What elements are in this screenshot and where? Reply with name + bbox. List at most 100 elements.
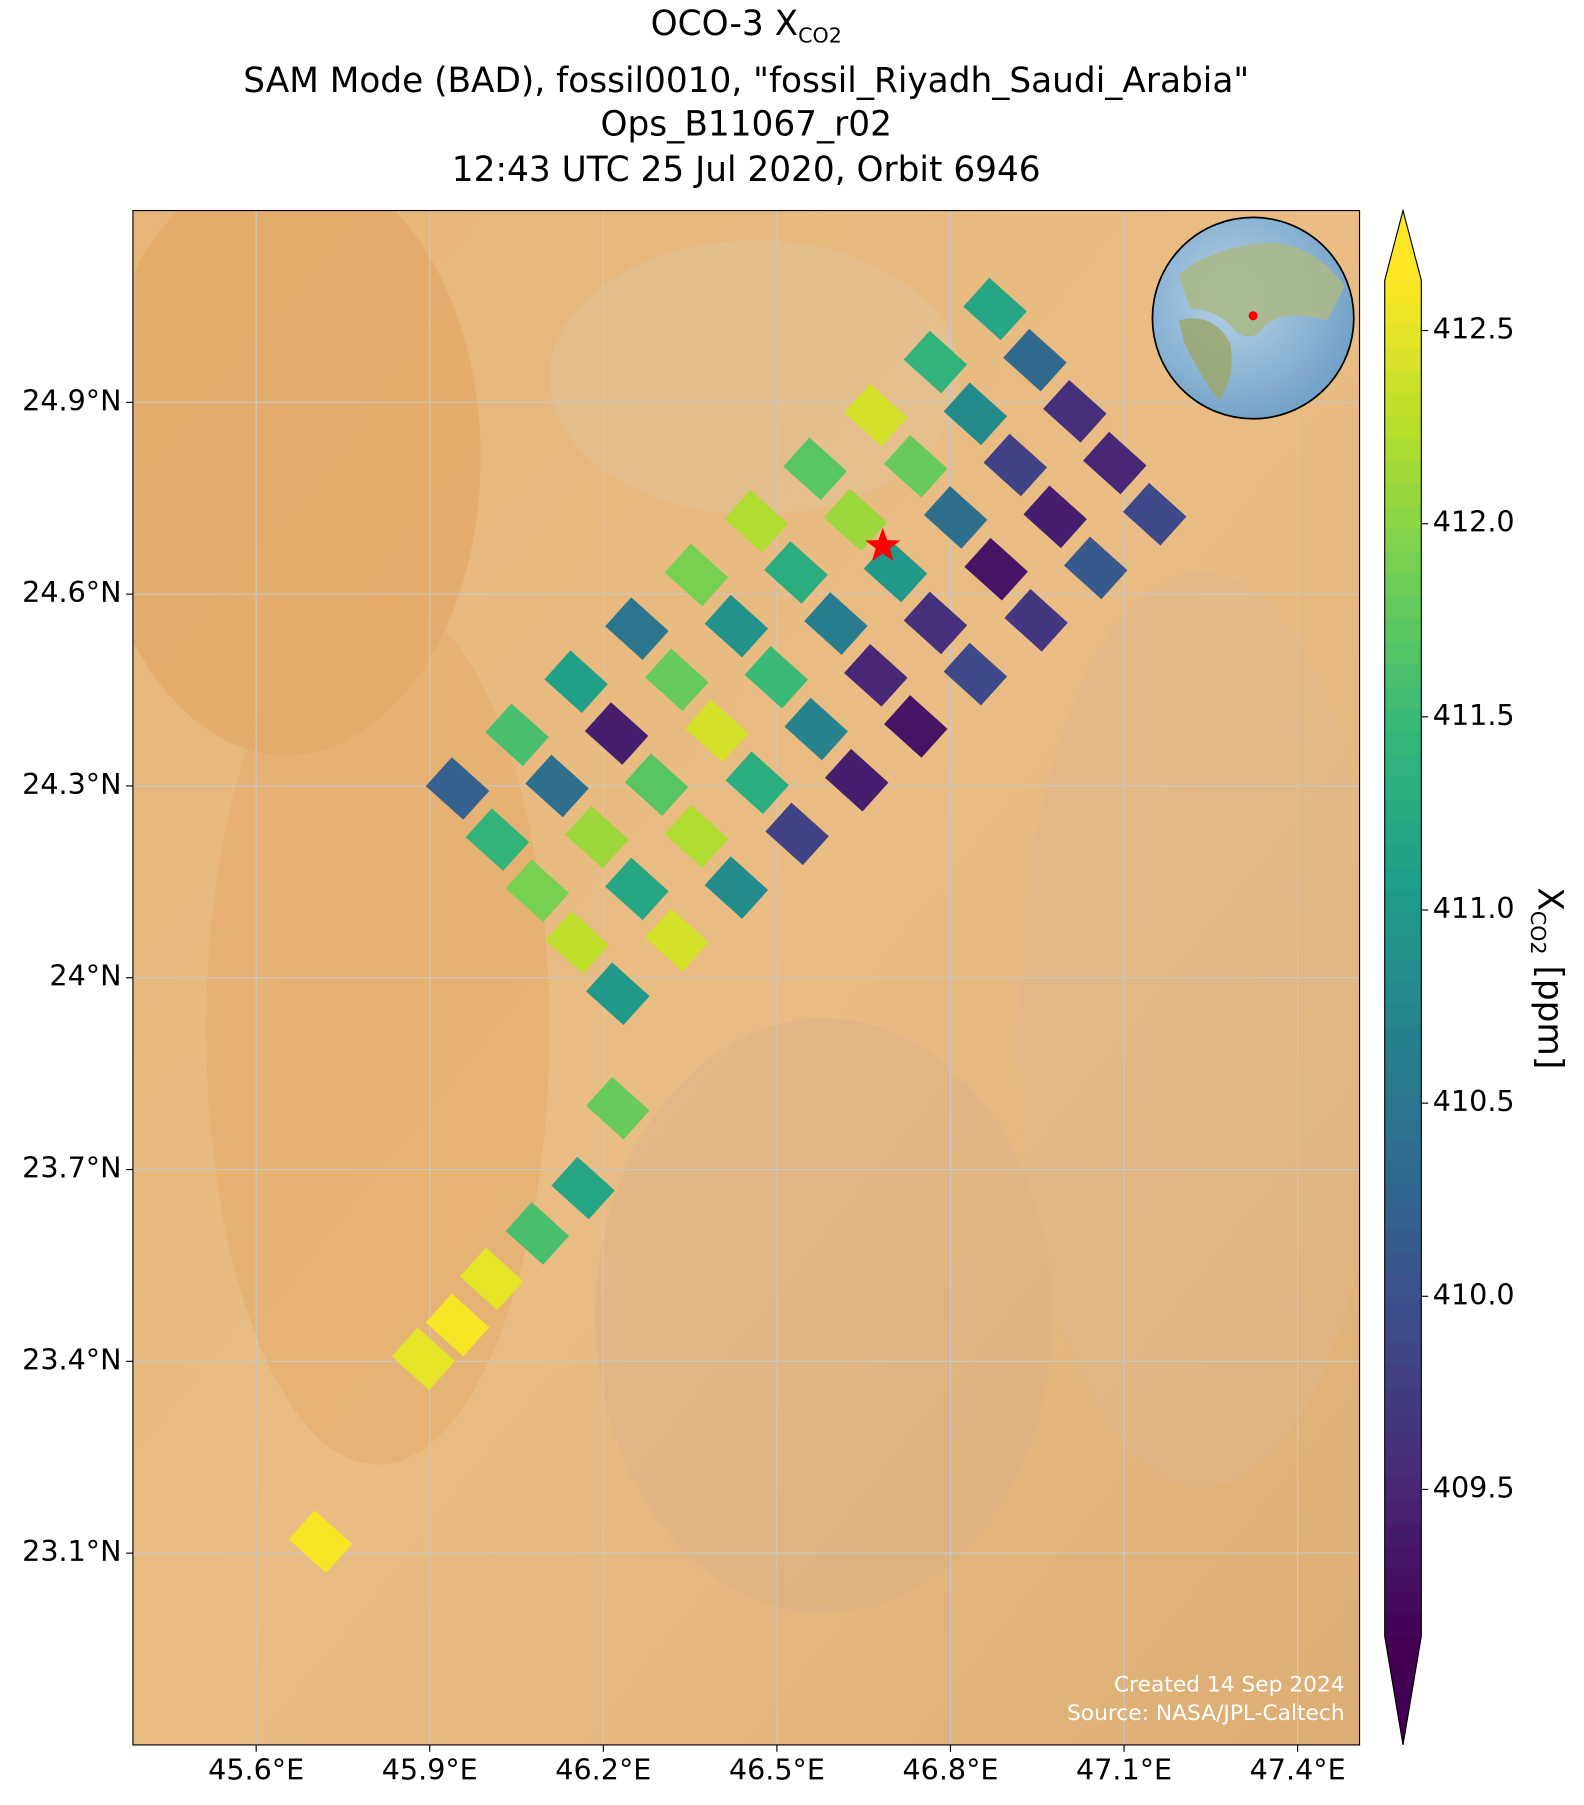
- colorbar-extend: [1384, 210, 1422, 281]
- sounding-cell: [943, 642, 1008, 706]
- title-subscript: CO2: [798, 24, 842, 48]
- colorbar-segment: [1384, 1071, 1422, 1095]
- colorbar-tick-label: 411.0: [1433, 891, 1515, 925]
- colorbar-tick-label: 409.5: [1433, 1470, 1515, 1504]
- sounding-cell: [1083, 431, 1147, 495]
- y-tick-label: 24.9°N: [22, 383, 121, 417]
- colorbar-segment: [1384, 777, 1422, 801]
- sounding-cell: [545, 911, 610, 974]
- sounding-cell: [903, 330, 968, 394]
- colorbar-segment: [1384, 280, 1422, 304]
- colorbar-tick-label: 410.0: [1433, 1277, 1515, 1311]
- sounding-cell: [685, 699, 749, 763]
- colorbar-segment: [1384, 574, 1422, 598]
- colorbar-segment: [1384, 1252, 1422, 1276]
- sounding-cell: [963, 277, 1027, 341]
- y-tick-label: 24°N: [49, 959, 121, 993]
- sounding-cell: [544, 650, 608, 714]
- x-tick-label: 46.2°E: [555, 1752, 651, 1786]
- colorbar-segment: [1384, 935, 1422, 959]
- colorbar-extend: [1384, 1636, 1422, 1745]
- sounding-cell: [525, 754, 589, 818]
- colorbar-segment: [1384, 393, 1422, 417]
- sounding-cell: [391, 1327, 456, 1391]
- colorbar-segment: [1384, 1365, 1422, 1389]
- sounding-cell: [903, 591, 968, 655]
- y-tick-label: 23.1°N: [22, 1534, 121, 1568]
- sounding-cell: [505, 1202, 570, 1265]
- colorbar-segment: [1384, 1478, 1422, 1502]
- colorbar-segment: [1384, 641, 1422, 666]
- sounding-cell: [584, 702, 649, 765]
- title-line: SAM Mode (BAD), fossil0010, "fossil_Riya…: [243, 61, 1249, 101]
- colorbar-segment: [1384, 1523, 1422, 1547]
- colorbar-segment: [1384, 1613, 1422, 1637]
- sounding-cell: [425, 757, 490, 820]
- sounding-cell: [465, 808, 530, 871]
- colorbar-segment: [1384, 619, 1422, 643]
- sounding-cell: [783, 437, 847, 501]
- colorbar-segment: [1384, 483, 1422, 508]
- sounding-cell: [664, 805, 729, 868]
- sounding-cell: [844, 383, 908, 447]
- colorbar-segment: [1384, 1003, 1422, 1027]
- colorbar-tick-label: 410.5: [1433, 1084, 1515, 1118]
- colorbar-segment: [1384, 1026, 1422, 1050]
- colorbar-segment: [1384, 958, 1422, 982]
- colorbar-segment: [1384, 822, 1422, 846]
- colorbar-segment: [1384, 845, 1422, 869]
- colorbar-label-text: [ppm]: [1530, 955, 1570, 1070]
- target-star: [865, 527, 901, 562]
- sounding-cell: [624, 753, 689, 816]
- title-line: Ops_B11067_r02: [601, 104, 892, 144]
- sounding-cell: [664, 543, 729, 607]
- colorbar-segment: [1384, 1274, 1422, 1298]
- colorbar-segment: [1384, 1500, 1422, 1524]
- colorbar-segment: [1384, 980, 1422, 1005]
- y-tick-label: 23.4°N: [22, 1342, 121, 1376]
- colorbar-segment: [1384, 1591, 1422, 1615]
- sounding-cell: [825, 748, 889, 812]
- sounding-cell: [823, 488, 888, 552]
- sounding-cell: [605, 857, 669, 921]
- colorbar-segment: [1384, 754, 1422, 779]
- colorbar-segment: [1384, 348, 1422, 372]
- colorbar-segment: [1384, 1048, 1422, 1072]
- colorbar-tick-label: 412.5: [1433, 312, 1515, 346]
- colorbar-tick-label: 411.5: [1433, 698, 1515, 732]
- colorbar-segment: [1384, 551, 1422, 575]
- sounding-cell: [725, 751, 789, 815]
- sounding-cell: [744, 645, 809, 709]
- sounding-cell: [884, 695, 948, 758]
- x-tick-label: 47.4°E: [1250, 1752, 1346, 1786]
- sounding-cell: [764, 541, 828, 604]
- sounding-cell: [964, 537, 1028, 601]
- colorbar-segment: [1384, 1455, 1422, 1479]
- sounding-cell: [704, 594, 769, 658]
- sounding-cell: [1003, 328, 1067, 392]
- annotation: Created 14 Sep 2024: [1114, 1672, 1345, 1697]
- colorbar-segment: [1384, 302, 1422, 327]
- sounding-cell: [565, 805, 629, 869]
- colorbar-segment: [1384, 506, 1422, 530]
- colorbar-segment: [1384, 913, 1422, 937]
- x-tick-label: 45.9°E: [382, 1752, 478, 1786]
- sounding-cell: [1023, 485, 1087, 549]
- colorbar-segment: [1384, 687, 1422, 711]
- colorbar-segment: [1384, 1387, 1422, 1411]
- sounding-cell: [425, 1293, 490, 1357]
- sounding-cell: [784, 697, 848, 761]
- sounding-cell: [1122, 482, 1187, 546]
- y-tick-label: 24.3°N: [22, 767, 121, 801]
- colorbar-segment: [1384, 1297, 1422, 1321]
- sounding-cell: [645, 648, 709, 712]
- colorbar-label-subscript: CO2: [1526, 911, 1550, 955]
- colorbar-segment: [1384, 1410, 1422, 1434]
- colorbar-frame: [1384, 208, 1422, 1746]
- sounding-cell: [943, 382, 1008, 446]
- colorbar-segment: [1384, 1432, 1422, 1457]
- colorbar-segment: [1384, 415, 1422, 440]
- sounding-cell: [645, 908, 709, 972]
- colorbar-segment: [1384, 1229, 1422, 1253]
